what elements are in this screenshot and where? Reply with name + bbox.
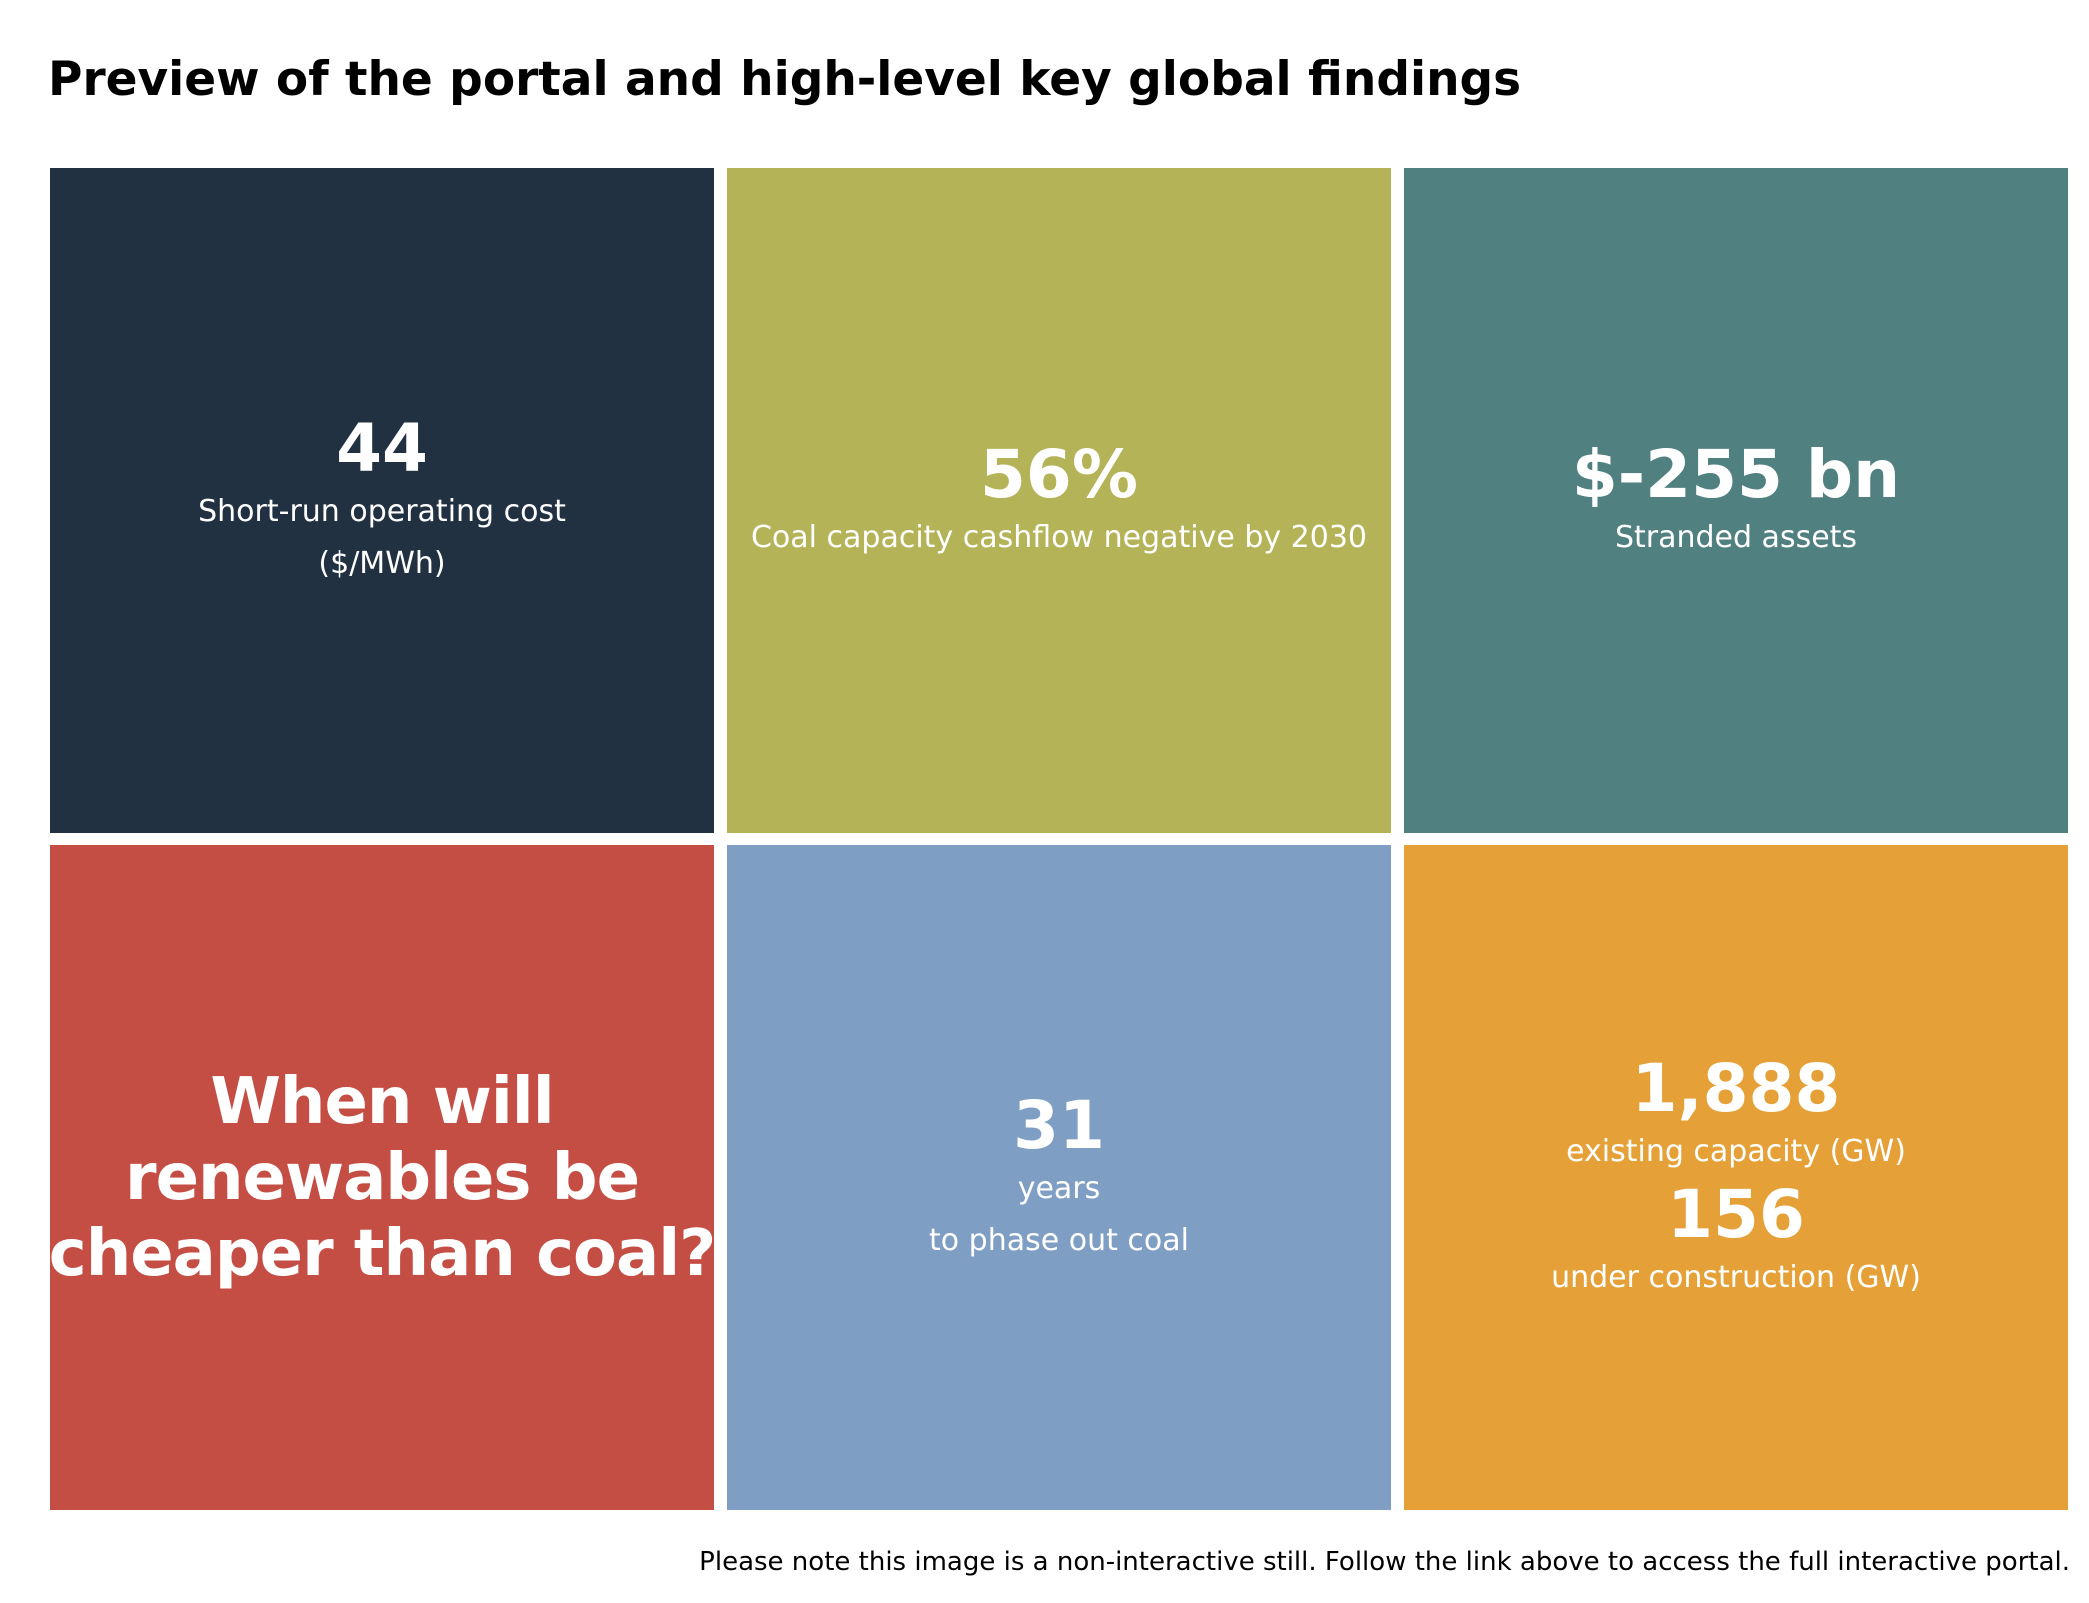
tile-cashflow-negative: 56% Coal capacity cashflow negative by 2…	[727, 168, 1391, 833]
tile-phase-out: 31 years to phase out coal	[727, 845, 1391, 1510]
under-construction-value: 156	[1667, 1175, 1805, 1253]
tile-stranded-assets: $-255 bn Stranded assets	[1404, 168, 2068, 833]
cashflow-negative-label: Coal capacity cashflow negative by 2030	[750, 519, 1367, 555]
footer-note: Please note this image is a non-interact…	[699, 1547, 2070, 1577]
question-line-1: When will	[210, 1064, 554, 1139]
phase-out-value: 31	[1013, 1086, 1105, 1164]
existing-capacity-label: existing capacity (GW)	[1566, 1133, 1906, 1169]
stranded-assets-value: $-255 bn	[1571, 435, 1901, 513]
tile-renewables-question: When will renewables be cheaper than coa…	[48, 845, 716, 1510]
page-title: Preview of the portal and high-level key…	[48, 52, 1522, 107]
tile-operating-cost: 44 Short-run operating cost ($/MWh)	[50, 168, 714, 833]
operating-cost-unit: ($/MWh)	[318, 545, 446, 581]
operating-cost-label: Short-run operating cost	[198, 493, 566, 529]
cashflow-negative-value: 56%	[980, 435, 1138, 513]
question-line-2: renewables be	[125, 1140, 640, 1215]
question-line-3: cheaper than coal?	[48, 1216, 716, 1291]
stranded-assets-label: Stranded assets	[1614, 519, 1858, 555]
operating-cost-value: 44	[336, 409, 428, 487]
tile-capacity: 1,888 existing capacity (GW) 156 under c…	[1404, 845, 2068, 1510]
phase-out-unit: years	[1017, 1170, 1101, 1206]
under-construction-label: under construction (GW)	[1551, 1259, 1921, 1295]
phase-out-label: to phase out coal	[929, 1222, 1189, 1258]
existing-capacity-value: 1,888	[1631, 1049, 1841, 1127]
